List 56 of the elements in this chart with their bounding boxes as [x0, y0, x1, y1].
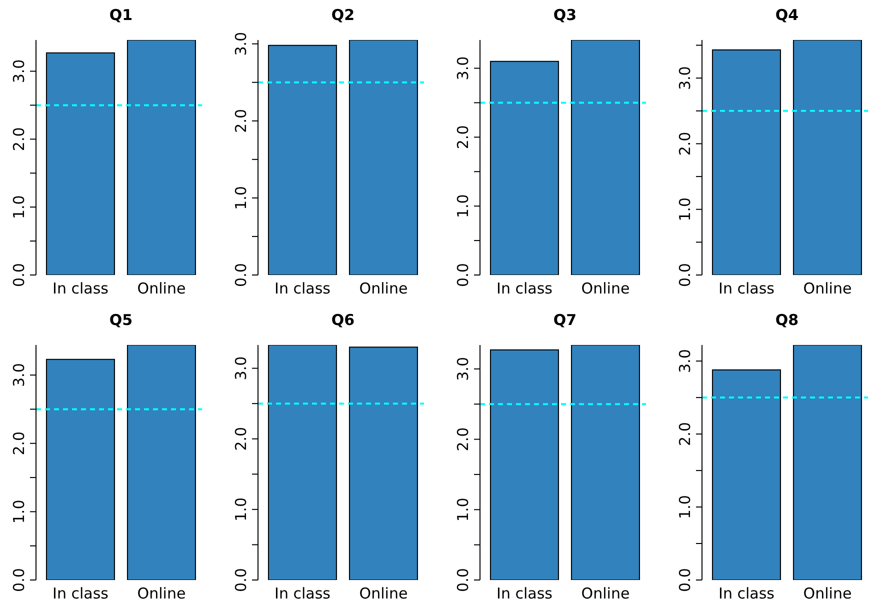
y-tick-label: 2.0	[232, 108, 250, 133]
y-tick-label: 1.0	[232, 498, 250, 522]
chart-title: Q3	[552, 5, 578, 24]
y-tick-label: 3.0	[10, 363, 28, 387]
x-tick-label: Online	[137, 584, 186, 603]
x-tick-label: Online	[803, 584, 852, 603]
y-tick-label: 0.0	[10, 568, 28, 592]
x-tick-label: Online	[803, 280, 852, 298]
y-tick-label: 3.0	[232, 356, 250, 380]
x-tick-label: Online	[581, 584, 630, 603]
x-tick-label: Online	[359, 280, 408, 298]
x-tick-label: Online	[359, 584, 408, 603]
x-tick-label: Online	[137, 280, 186, 298]
x-tick-label: In class	[718, 280, 775, 298]
chart-title: Q1	[108, 5, 134, 24]
y-tick-label: 1.0	[454, 498, 472, 522]
y-tick-label: 0.0	[232, 263, 250, 287]
y-tick-label: 2.0	[676, 422, 694, 446]
y-tick-label: 3.0	[454, 356, 472, 381]
chart-title: Q7	[552, 310, 578, 329]
y-tick-label: 1.0	[232, 186, 250, 210]
y-tick-label: 2.0	[454, 125, 472, 150]
y-tick-label: 3.0	[454, 56, 472, 80]
y-tick-label: 0.0	[454, 263, 472, 287]
y-tick-label: 1.0	[10, 500, 28, 524]
y-tick-label: 1.0	[454, 194, 472, 218]
y-tick-label: 0.0	[676, 568, 694, 592]
chart-title: Q2	[330, 5, 356, 24]
y-tick-label: 3.0	[232, 32, 250, 56]
y-tick-label: 1.0	[10, 195, 28, 220]
y-tick-label: 3.0	[676, 349, 694, 373]
x-tick-label: In class	[496, 584, 553, 603]
y-tick-label: 0.0	[232, 568, 250, 592]
chart-title: Q6	[330, 310, 356, 329]
chart-title: Q8	[774, 310, 800, 329]
x-tick-label: In class	[274, 280, 331, 298]
chart-title: Q4	[774, 5, 800, 24]
y-tick-label: 2.0	[676, 132, 694, 156]
y-tick-label: 2.0	[10, 127, 28, 152]
y-tick-label: 2.0	[232, 426, 250, 451]
x-tick-label: In class	[718, 584, 775, 603]
x-tick-label: In class	[52, 584, 109, 603]
y-tick-label: 3.0	[676, 66, 694, 90]
y-tick-label: 1.0	[676, 197, 694, 222]
y-tick-label: 2.0	[10, 431, 28, 456]
y-tick-label: 1.0	[676, 495, 694, 519]
chart-title: Q5	[108, 310, 134, 329]
x-tick-label: In class	[496, 280, 553, 298]
y-tick-label: 0.0	[454, 568, 472, 592]
y-tick-label: 0.0	[10, 263, 28, 287]
y-tick-label: 2.0	[454, 427, 472, 452]
y-tick-label: 0.0	[676, 263, 694, 287]
y-tick-label: 3.0	[10, 59, 28, 84]
x-tick-label: In class	[274, 584, 331, 603]
x-tick-label: In class	[52, 280, 109, 298]
x-tick-label: Online	[581, 280, 630, 298]
